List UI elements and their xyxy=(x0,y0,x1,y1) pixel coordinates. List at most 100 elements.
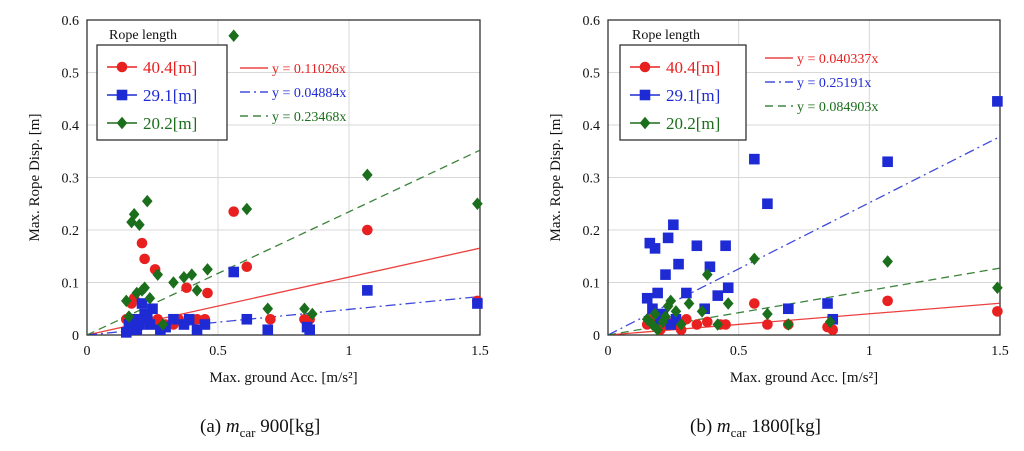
chart-2-series-3-point xyxy=(675,318,687,331)
caption-a-var: m xyxy=(225,416,240,437)
chart-2-series-2-point xyxy=(649,243,661,254)
chart-1-series-3-point xyxy=(178,270,190,284)
chart-2-series-2-point xyxy=(882,156,893,168)
chart-1-series-3-point xyxy=(362,168,373,182)
chart-2-series-2-point xyxy=(673,258,684,270)
chart-1-y-axis-label: Max. Rope Disp. [m] xyxy=(27,114,43,242)
chart-2-x-axis-label: Max. ground Acc. [m/s²] xyxy=(730,370,878,386)
chart-1-series-2-point xyxy=(121,327,132,338)
chart-1-legend-marker-3 xyxy=(116,116,128,130)
chart-1-y-tick-label: 0.2 xyxy=(62,224,80,239)
chart-1-series-2-point xyxy=(183,313,195,325)
chart-2-series-3-point xyxy=(749,252,760,266)
chart-2-series-3-point xyxy=(665,294,677,308)
chart-2-series-2-point xyxy=(660,269,671,280)
chart-2-series-1-point xyxy=(702,316,713,328)
chart-2-series-3-point xyxy=(660,310,671,323)
chart-2-legend-title: Rope length xyxy=(632,28,700,43)
chart-2-y-tick-label: 0 xyxy=(593,329,600,344)
chart-1-x-tick-label: 0.5 xyxy=(209,344,227,359)
chart-2-x-tick-label: 0.5 xyxy=(730,344,748,359)
chart-2-y-tick-label: 0.5 xyxy=(583,67,601,82)
chart-1-series-3-point xyxy=(472,197,483,211)
caption-b: (b) mcar 1800[kg] xyxy=(690,416,821,441)
chart-1-series-1-point xyxy=(362,224,373,236)
chart-1-y-tick-label: 0 xyxy=(72,329,79,344)
chart-2-legend-label-3: 20.2[m] xyxy=(666,114,720,133)
chart-1-series-3-point xyxy=(141,194,153,208)
chart-1-series-3-point xyxy=(186,268,198,281)
chart-1-series-1-point xyxy=(265,313,276,325)
chart-1-series-1-point xyxy=(241,261,253,273)
chart-1-y-tick-label: 0.4 xyxy=(62,119,80,134)
chart-1-series-2-point xyxy=(144,319,156,330)
chart-1-y-tick-label: 0.1 xyxy=(62,277,80,292)
chart-2-series-3-point xyxy=(882,255,893,268)
chart-2-series-3-point xyxy=(702,268,713,281)
chart-1-series-1-point xyxy=(136,237,148,249)
caption-a-sub: car xyxy=(239,424,256,440)
chart-2-series-3-point xyxy=(683,297,695,310)
chart-1-series-3-point xyxy=(126,215,137,229)
chart-1-series-1-point xyxy=(202,287,213,299)
chart-1-x-tick-label: 0 xyxy=(84,344,91,359)
chart-2-series-2-point xyxy=(691,240,703,252)
chart-2-fit-legend-label-3: y = 0.084903x xyxy=(797,100,878,115)
chart-2-series-1-point xyxy=(992,306,1003,317)
chart-2-legend-marker-3 xyxy=(639,116,651,130)
chart-1-y-tick-label: 0.6 xyxy=(62,14,80,29)
chart-2-fit-legend-label-2: y = 0.25191x xyxy=(797,76,871,91)
chart-1-x-axis-label: Max. ground Acc. [m/s²] xyxy=(209,370,357,386)
chart-2-y-tick-label: 0.2 xyxy=(583,224,601,239)
chart-2-series-2-point xyxy=(668,219,679,231)
caption-b-prefix: (b) xyxy=(690,416,717,437)
chart-2-series-2-point xyxy=(652,287,663,299)
chart-1-series-2-point xyxy=(168,313,179,325)
chart-1-legend-title: Rope length xyxy=(109,28,177,43)
chart-2-series-2-point xyxy=(662,232,674,244)
chart-1-series-3-point xyxy=(307,307,318,321)
chart-1-series-3-point xyxy=(168,276,179,289)
chart-1-series-3-point xyxy=(299,302,310,316)
chart-2-series-2-point xyxy=(670,313,682,325)
chart-2-series-3-point xyxy=(783,318,794,331)
chart-2-series-2-point xyxy=(704,261,716,273)
chart-2-y-tick-label: 0.6 xyxy=(583,14,601,29)
caption-a: (a) mcar 900[kg] xyxy=(200,416,320,441)
caption-b-sub: car xyxy=(730,424,747,440)
chart-1-series-2-point xyxy=(228,266,240,278)
caption-a-prefix: (a) xyxy=(200,416,226,437)
chart-1-plot-frame xyxy=(86,19,481,336)
chart-2-series-2-point xyxy=(762,198,773,210)
chart-2-series-2-point xyxy=(720,240,731,252)
chart-1-series-1-point xyxy=(139,253,150,265)
chart-1-series-2-point xyxy=(147,303,158,315)
chart-2-y-tick-label: 0.1 xyxy=(583,277,601,292)
chart-1-series-3-point xyxy=(144,291,156,305)
chart-2-series-2-point xyxy=(822,298,833,309)
chart-2-y-axis-label: Max. Rope Disp. [m] xyxy=(548,114,564,242)
caption-a-value: 900[kg] xyxy=(255,416,321,437)
chart-2-series-1-point xyxy=(691,319,703,330)
chart-1-legend-label-1: 40.4[m] xyxy=(143,58,197,77)
chart-1-fit-legend-label-3: y = 0.23468x xyxy=(272,110,346,125)
chart-2-series-1-point xyxy=(720,319,731,330)
chart-2-series-3-point xyxy=(649,307,661,321)
chart-2-legend-label-1: 40.4[m] xyxy=(666,58,720,77)
chart-2-series-3-point xyxy=(696,305,708,318)
chart-1-y-tick-label: 0.5 xyxy=(62,67,80,82)
chart-2-y-tick-label: 0.3 xyxy=(583,172,601,187)
chart-2-series-3-point xyxy=(824,315,836,329)
chart-1-series-3-point xyxy=(157,318,169,331)
chart-2-series-3-point xyxy=(762,307,773,321)
chart-1-series-2-point xyxy=(262,324,274,336)
chart-2-series-1-point xyxy=(882,295,893,307)
chart-1-series-3-point xyxy=(139,281,150,295)
chart-2-series-1-point xyxy=(762,319,773,330)
chart-1-series-1-point xyxy=(228,206,240,217)
chart-2-series-3-point xyxy=(657,315,669,329)
chart-2-legend-marker-2 xyxy=(639,89,651,101)
chart-1-series-2-point xyxy=(241,313,253,325)
chart-1-legend-label-3: 20.2[m] xyxy=(143,114,197,133)
